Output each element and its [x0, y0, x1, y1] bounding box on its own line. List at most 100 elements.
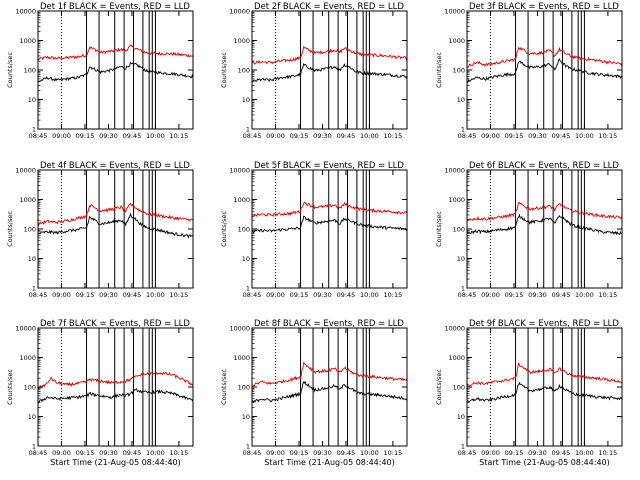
y-tick-label: 1 — [246, 126, 250, 134]
x-tick-label: 09:15 — [505, 132, 524, 140]
panel-title: Det 7f BLACK = Events, RED = LLD — [40, 319, 190, 329]
x-tick-label: 08:45 — [458, 132, 477, 140]
x-tick-label: 09:45 — [337, 132, 356, 140]
y-tick-label: 10000 — [229, 325, 250, 333]
x-tick-label: 09:30 — [99, 291, 118, 299]
y-tick-label: 1000 — [233, 354, 250, 362]
black-events-series — [466, 213, 623, 236]
y-axis-label: Counts/sec — [220, 369, 228, 405]
y-tick-label: 1 — [461, 126, 465, 134]
plot-frame — [466, 10, 623, 130]
black-events-series — [37, 61, 194, 83]
panel-det-8: Det 8f BLACK = Events, RED = LLD 1 10 100 10… — [220, 319, 408, 467]
red-lld-series — [251, 45, 408, 65]
x-tick-label: 09:30 — [528, 291, 547, 299]
x-tick-label: 10:15 — [170, 291, 189, 299]
panel-title: Det 3f BLACK = Events, RED = LLD — [469, 2, 619, 12]
black-events-series — [251, 62, 408, 83]
y-tick-label: 10000 — [229, 8, 250, 16]
x-tick-label: 09:00 — [481, 449, 500, 457]
x-axis-label: Start Time (21-Aug-05 08:44:40) — [264, 458, 395, 467]
x-tick-label: 09:30 — [313, 132, 332, 140]
panel-det-9: Det 9f BLACK = Events, RED = LLD 1 10 100 10… — [435, 319, 623, 467]
y-tick-label: 10 — [28, 96, 36, 104]
y-tick-label: 1000 — [19, 37, 36, 45]
red-lld-series — [466, 362, 623, 388]
y-axis-label: Counts/sec — [435, 52, 443, 88]
y-tick-label: 1 — [246, 443, 250, 451]
panel-det-6: Det 6f BLACK = Events, RED = LLD 1 10 100 10… — [435, 161, 623, 299]
y-tick-label: 1000 — [19, 196, 36, 204]
x-tick-label: 09:00 — [52, 291, 71, 299]
x-tick-label: 09:00 — [266, 449, 285, 457]
y-tick-label: 1000 — [233, 196, 250, 204]
y-tick-label: 10000 — [229, 167, 250, 175]
x-tick-label: 09:00 — [52, 449, 71, 457]
x-tick-label: 10:00 — [146, 449, 165, 457]
x-tick-label: 09:30 — [99, 449, 118, 457]
panel-title: Det 1f BLACK = Events, RED = LLD — [40, 2, 190, 12]
y-tick-label: 10 — [242, 255, 250, 263]
y-tick-label: 100 — [24, 67, 36, 75]
x-tick-label: 10:00 — [360, 132, 379, 140]
y-tick-label: 1000 — [19, 354, 36, 362]
x-tick-label: 08:45 — [243, 449, 262, 457]
y-tick-label: 10000 — [15, 167, 36, 175]
x-tick-label: 08:45 — [29, 291, 48, 299]
black-events-series — [251, 380, 408, 403]
x-tick-label: 09:45 — [123, 291, 142, 299]
plot-frame — [466, 169, 623, 289]
y-tick-label: 10000 — [15, 325, 36, 333]
y-tick-label: 10000 — [444, 167, 465, 175]
x-tick-label: 10:00 — [575, 132, 594, 140]
y-tick-label: 10 — [28, 255, 36, 263]
y-tick-label: 1 — [32, 443, 36, 451]
x-tick-label: 09:45 — [552, 132, 571, 140]
panel-title: Det 5f BLACK = Events, RED = LLD — [254, 161, 404, 171]
y-tick-label: 10000 — [15, 8, 36, 16]
plot-frame — [251, 10, 408, 130]
panel-det-2: Det 2f BLACK = Events, RED = LLD 1 10 100 10… — [220, 2, 408, 140]
x-tick-label: 10:15 — [599, 132, 618, 140]
y-tick-label: 100 — [453, 67, 465, 75]
y-tick-label: 10000 — [444, 8, 465, 16]
x-tick-label: 09:00 — [266, 132, 285, 140]
black-events-series — [467, 58, 623, 83]
black-events-series — [37, 212, 194, 239]
panel-det-1: Det 1f BLACK = Events, RED = LLD 1 10 100 10… — [6, 2, 194, 140]
y-axis-label: Counts/sec — [6, 52, 14, 88]
panel-det-3: Det 3f BLACK = Events, RED = LLD 1 10 100 10… — [435, 2, 623, 140]
x-tick-label: 09:30 — [528, 132, 547, 140]
x-axis-label: Start Time (21-Aug-05 08:44:40) — [50, 458, 181, 467]
x-tick-label: 08:45 — [29, 449, 48, 457]
y-tick-label: 100 — [453, 226, 465, 234]
red-lld-series — [37, 44, 194, 61]
black-events-series — [251, 215, 408, 234]
red-lld-series — [37, 202, 194, 227]
x-tick-label: 09:15 — [290, 132, 309, 140]
red-lld-series — [251, 201, 408, 218]
x-tick-label: 09:15 — [76, 132, 95, 140]
plot-frame — [37, 327, 194, 447]
red-lld-series — [37, 371, 194, 390]
x-tick-label: 09:00 — [481, 132, 500, 140]
plot-frame — [37, 169, 194, 289]
x-tick-label: 10:15 — [384, 449, 403, 457]
black-events-series — [37, 388, 194, 404]
x-tick-label: 09:45 — [552, 291, 571, 299]
y-tick-label: 10 — [457, 255, 465, 263]
y-tick-label: 10 — [242, 96, 250, 104]
x-tick-label: 09:15 — [290, 291, 309, 299]
x-tick-label: 08:45 — [243, 132, 262, 140]
red-lld-series — [251, 361, 408, 388]
y-axis-label: Counts/sec — [220, 52, 228, 88]
x-tick-label: 09:15 — [505, 291, 524, 299]
y-axis-label: Counts/sec — [435, 211, 443, 247]
x-tick-label: 10:00 — [575, 449, 594, 457]
y-axis-label: Counts/sec — [435, 369, 443, 405]
x-tick-label: 09:00 — [266, 291, 285, 299]
x-tick-label: 10:00 — [146, 132, 165, 140]
x-tick-label: 09:45 — [337, 291, 356, 299]
y-tick-label: 100 — [238, 384, 250, 392]
